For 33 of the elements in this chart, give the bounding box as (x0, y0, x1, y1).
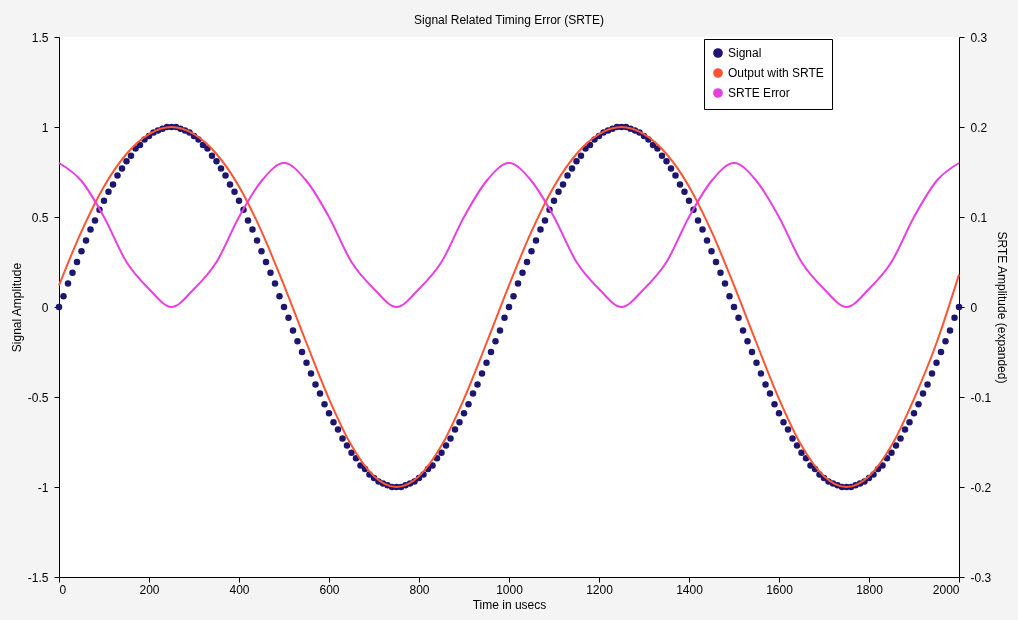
y-tick-label: -0.5 (27, 390, 49, 405)
y2-tick-label: -0.1 (970, 390, 992, 405)
y2-tick-label: 0 (970, 300, 978, 315)
x-tick-label: 1600 (766, 582, 794, 597)
y-tick-label: -1.5 (27, 570, 49, 585)
y2-axis-title: SRTE Amplitude (expanded) (995, 231, 1010, 384)
x-tick-label: 1200 (586, 582, 614, 597)
y-tick-label: 1 (41, 120, 49, 135)
y2-tick-label: 0.2 (970, 120, 988, 135)
x-tick-label: 2000 (932, 582, 960, 597)
x-tick-label: 200 (139, 582, 160, 597)
x-axis-title: Time in usecs (472, 597, 547, 612)
chart-title: Signal Related Timing Error (SRTE) (414, 13, 604, 27)
x-tick-label: 600 (319, 582, 340, 597)
y-axis-title: Signal Amplitude (9, 262, 24, 353)
y2-tick-label: 0.1 (970, 210, 988, 225)
x-tick-label: 0 (59, 582, 67, 597)
y-tick-label: -1 (37, 480, 49, 495)
y-tick-label: 1.5 (31, 30, 49, 45)
y2-tick-label: -0.3 (970, 570, 992, 585)
y2-tick-label: 0.3 (970, 30, 988, 45)
legend-label: Signal (728, 46, 762, 60)
x-tick-label: 1000 (496, 582, 524, 597)
y-tick-label: 0 (41, 300, 49, 315)
x-tick-label: 800 (409, 582, 430, 597)
legend-label: Output with SRTE (728, 66, 824, 80)
x-tick-label: 1400 (676, 582, 704, 597)
x-tick-label: 1800 (856, 582, 884, 597)
x-tick-label: 400 (229, 582, 250, 597)
line-series (58, 162, 960, 308)
legend-label: SRTE Error (728, 86, 790, 100)
y-tick-label: 0.5 (31, 210, 49, 225)
y2-tick-label: -0.2 (970, 480, 992, 495)
